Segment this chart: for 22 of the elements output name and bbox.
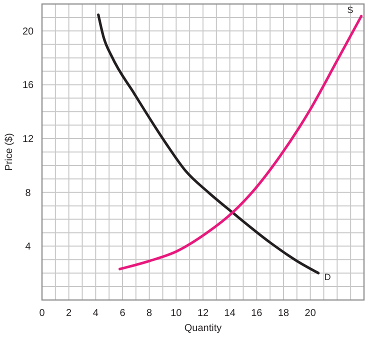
line-series	[97, 13, 320, 274]
x-tick-label: 4	[92, 308, 99, 319]
x-tick-label: 6	[120, 308, 126, 319]
y-tick-label: 4	[25, 242, 32, 253]
y-tick-label: 20	[22, 26, 34, 38]
y-tick-label: 8	[25, 188, 32, 199]
series-label: D	[324, 272, 332, 282]
series-label: S	[347, 5, 354, 16]
x-tick-label: 0	[39, 308, 46, 319]
line-series	[118, 14, 363, 270]
x-axis-title: Quantity	[184, 323, 222, 334]
y-tick-label: 12	[22, 134, 34, 146]
y-axis-title: Price ($)	[4, 133, 15, 171]
x-tick-label: 8	[146, 308, 153, 319]
x-tick-label: 20	[304, 308, 316, 319]
x-tick-label: 2	[66, 308, 72, 319]
y-tick-label: 16	[22, 80, 34, 92]
x-tick-label: 12	[197, 308, 209, 319]
x-tick-label: 10	[170, 308, 182, 319]
x-tick-label: 18	[278, 308, 290, 319]
x-tick-label: 16	[251, 308, 263, 319]
x-tick-label: 14	[224, 308, 236, 319]
